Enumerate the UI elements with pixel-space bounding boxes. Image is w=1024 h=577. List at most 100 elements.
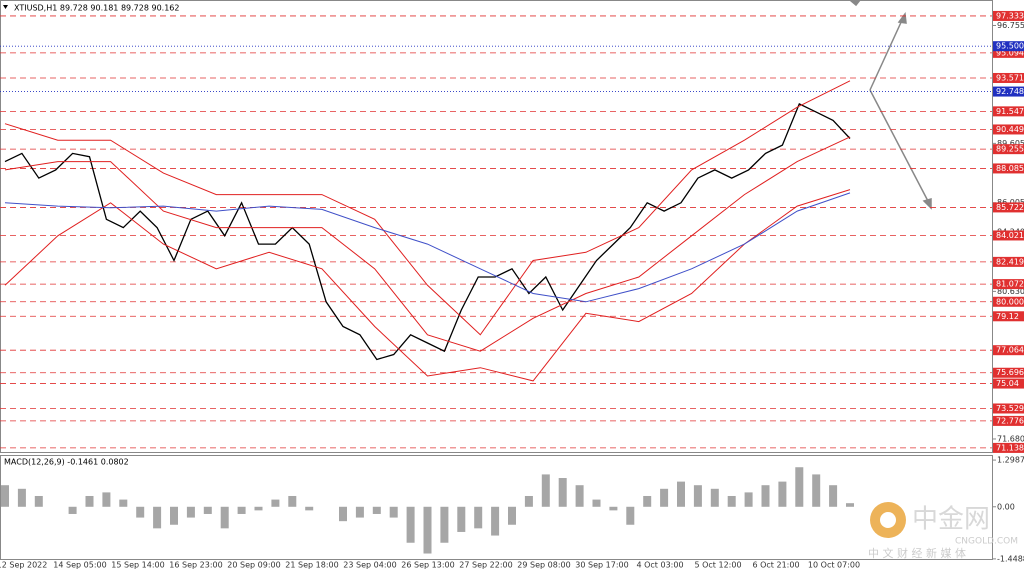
macd-bar [153,506,162,529]
macd-bar [693,485,702,507]
macd-bar [558,478,567,507]
level-tag [993,403,1024,414]
series-line [4,189,851,382]
level-tag [993,311,1024,322]
x-tick-label: 12 Sep 2022 [0,561,47,570]
macd-bar [761,485,770,507]
macd-bar [339,506,347,522]
series-line [4,103,851,361]
level-tag [993,279,1024,290]
macd-bar [34,495,43,507]
level-tag [993,230,1024,241]
level-tag [993,163,1024,174]
level-label: 91.547 [996,107,1024,116]
blue-level-label: 95.500 [996,42,1024,51]
level-tag [993,415,1024,426]
blue-level-tag [993,41,1024,52]
level-tag [993,144,1024,155]
level-label: 72.776 [996,416,1024,425]
macd-bar [203,506,212,514]
macd-bar [406,506,415,543]
macd-bar [85,495,94,507]
level-tag [993,296,1024,307]
macd-bar [727,495,736,507]
macd-bar [812,474,821,507]
level-label: 79.12 [996,312,1019,321]
macd-bar [474,506,483,529]
y-tick-label: 89.605 [997,139,1024,148]
watermark-slogan: 中 文 财 经 新 媒 体 [868,546,966,560]
macd-bar [778,481,787,507]
x-tick-label: 14 Sep 05:00 [53,561,106,570]
level-label: 90.449 [996,125,1024,134]
watermark: 中金网 CNGOLD.COM 中 文 财 经 新 媒 体 [868,502,1018,560]
macd-bar [271,499,280,507]
arrows [848,0,932,210]
macd-bar [829,485,838,507]
x-tick-label: 5 Oct 12:00 [694,561,741,570]
macd-tick-label: -1.4488 [997,554,1024,563]
macd-bar [609,506,618,511]
level-tag [993,47,1024,58]
x-tick-label: 6 Oct 21:00 [752,561,799,570]
level-tag [993,72,1024,83]
macd-bar [1,485,9,507]
level-tag [993,106,1024,117]
series-line [4,80,851,336]
macd-bar [372,506,381,514]
level-label: 85.722 [996,203,1024,212]
level-label: 88.085 [996,164,1024,173]
macd-bar [795,467,804,507]
macd-bar [491,506,500,536]
x-tick-label: 21 Sep 18:00 [285,561,338,570]
macd-bar [136,506,145,518]
macd-bar [68,506,77,514]
level-label: 93.571 [996,73,1024,82]
blue-level-tag [993,86,1024,97]
level-label: 82.419 [996,257,1024,266]
y-tick-label: 80.630 [997,287,1024,296]
x-tick-label: 10 Oct 07:00 [808,561,860,570]
macd-tick-label: 0.00 [997,502,1015,511]
level-label: 77.064 [996,346,1024,355]
x-tick-label: 23 Sep 04:00 [343,561,396,570]
watermark-site: CNGOLD.COM [955,537,1018,547]
macd-bar [254,506,263,511]
macd-bar [440,506,449,543]
macd-bar [710,488,719,507]
macd-bar [744,492,753,507]
main-frame [0,0,993,453]
x-tick-label: 15 Sep 14:00 [111,561,164,570]
level-tag [993,124,1024,135]
y-tick-label: 96.755 [997,21,1024,30]
level-label: 73.529 [996,404,1024,413]
level-label: 89.255 [996,145,1024,154]
macd-bar [541,474,550,507]
level-label: 71.138 [996,443,1024,452]
macd-bar [660,488,669,507]
x-tick-label: 30 Sep 17:00 [575,561,628,570]
x-tick-label: 26 Sep 13:00 [401,561,454,570]
series-line [4,192,851,303]
menu-icon [3,5,8,9]
level-label: 95.094 [996,48,1024,57]
chart-title: XTIUSD,H1 89.728 90.181 89.728 90.162 [14,4,179,13]
level-tag [993,256,1024,267]
macd-bar [457,506,466,532]
y-tick-label: 71.680 [997,434,1024,443]
macd-bar [389,506,398,518]
macd-bar [220,506,229,529]
blue-level-label: 92.748 [996,87,1024,96]
level-tag [993,367,1024,378]
macd-bar [186,506,195,518]
macd-bar [355,506,364,518]
macd-bar [102,492,111,507]
macd-frame [0,455,993,560]
level-label: 75.04 [996,379,1019,388]
macd-label: MACD(12,26,9) -0.1461 0.0802 [4,458,129,467]
x-tick-label: 4 Oct 03:00 [636,561,683,570]
macd-bar [592,499,601,507]
x-tick-label: 29 Sep 08:00 [517,561,570,570]
level-tag [993,345,1024,356]
